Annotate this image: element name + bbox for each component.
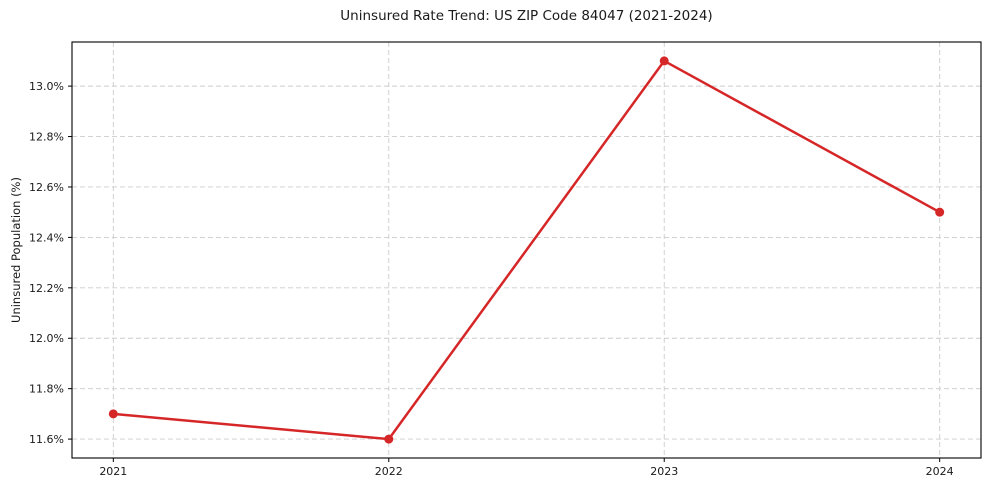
y-tick-label: 13.0%	[29, 80, 64, 93]
chart-title: Uninsured Rate Trend: US ZIP Code 84047 …	[340, 8, 713, 24]
x-tick-label: 2021	[99, 465, 127, 478]
trend-line	[112, 59, 941, 441]
y-tick-label: 12.0%	[29, 332, 64, 345]
x-tick-label: 2023	[650, 465, 678, 478]
y-tick-label: 12.2%	[29, 282, 64, 295]
x-tick-label: 2022	[375, 465, 403, 478]
y-tick-label: 12.4%	[29, 231, 64, 244]
y-tick-label: 11.6%	[29, 433, 64, 446]
data-point-marker	[935, 207, 945, 217]
data-point-marker	[659, 56, 669, 66]
x-tick-label: 2024	[926, 465, 954, 478]
y-tick-label: 12.6%	[29, 181, 64, 194]
data-point-marker	[384, 434, 394, 444]
plot-border	[71, 41, 982, 459]
y-tick-label: 12.8%	[29, 131, 64, 144]
y-tick-label: 11.8%	[29, 383, 64, 396]
data-point-marker	[108, 409, 118, 419]
